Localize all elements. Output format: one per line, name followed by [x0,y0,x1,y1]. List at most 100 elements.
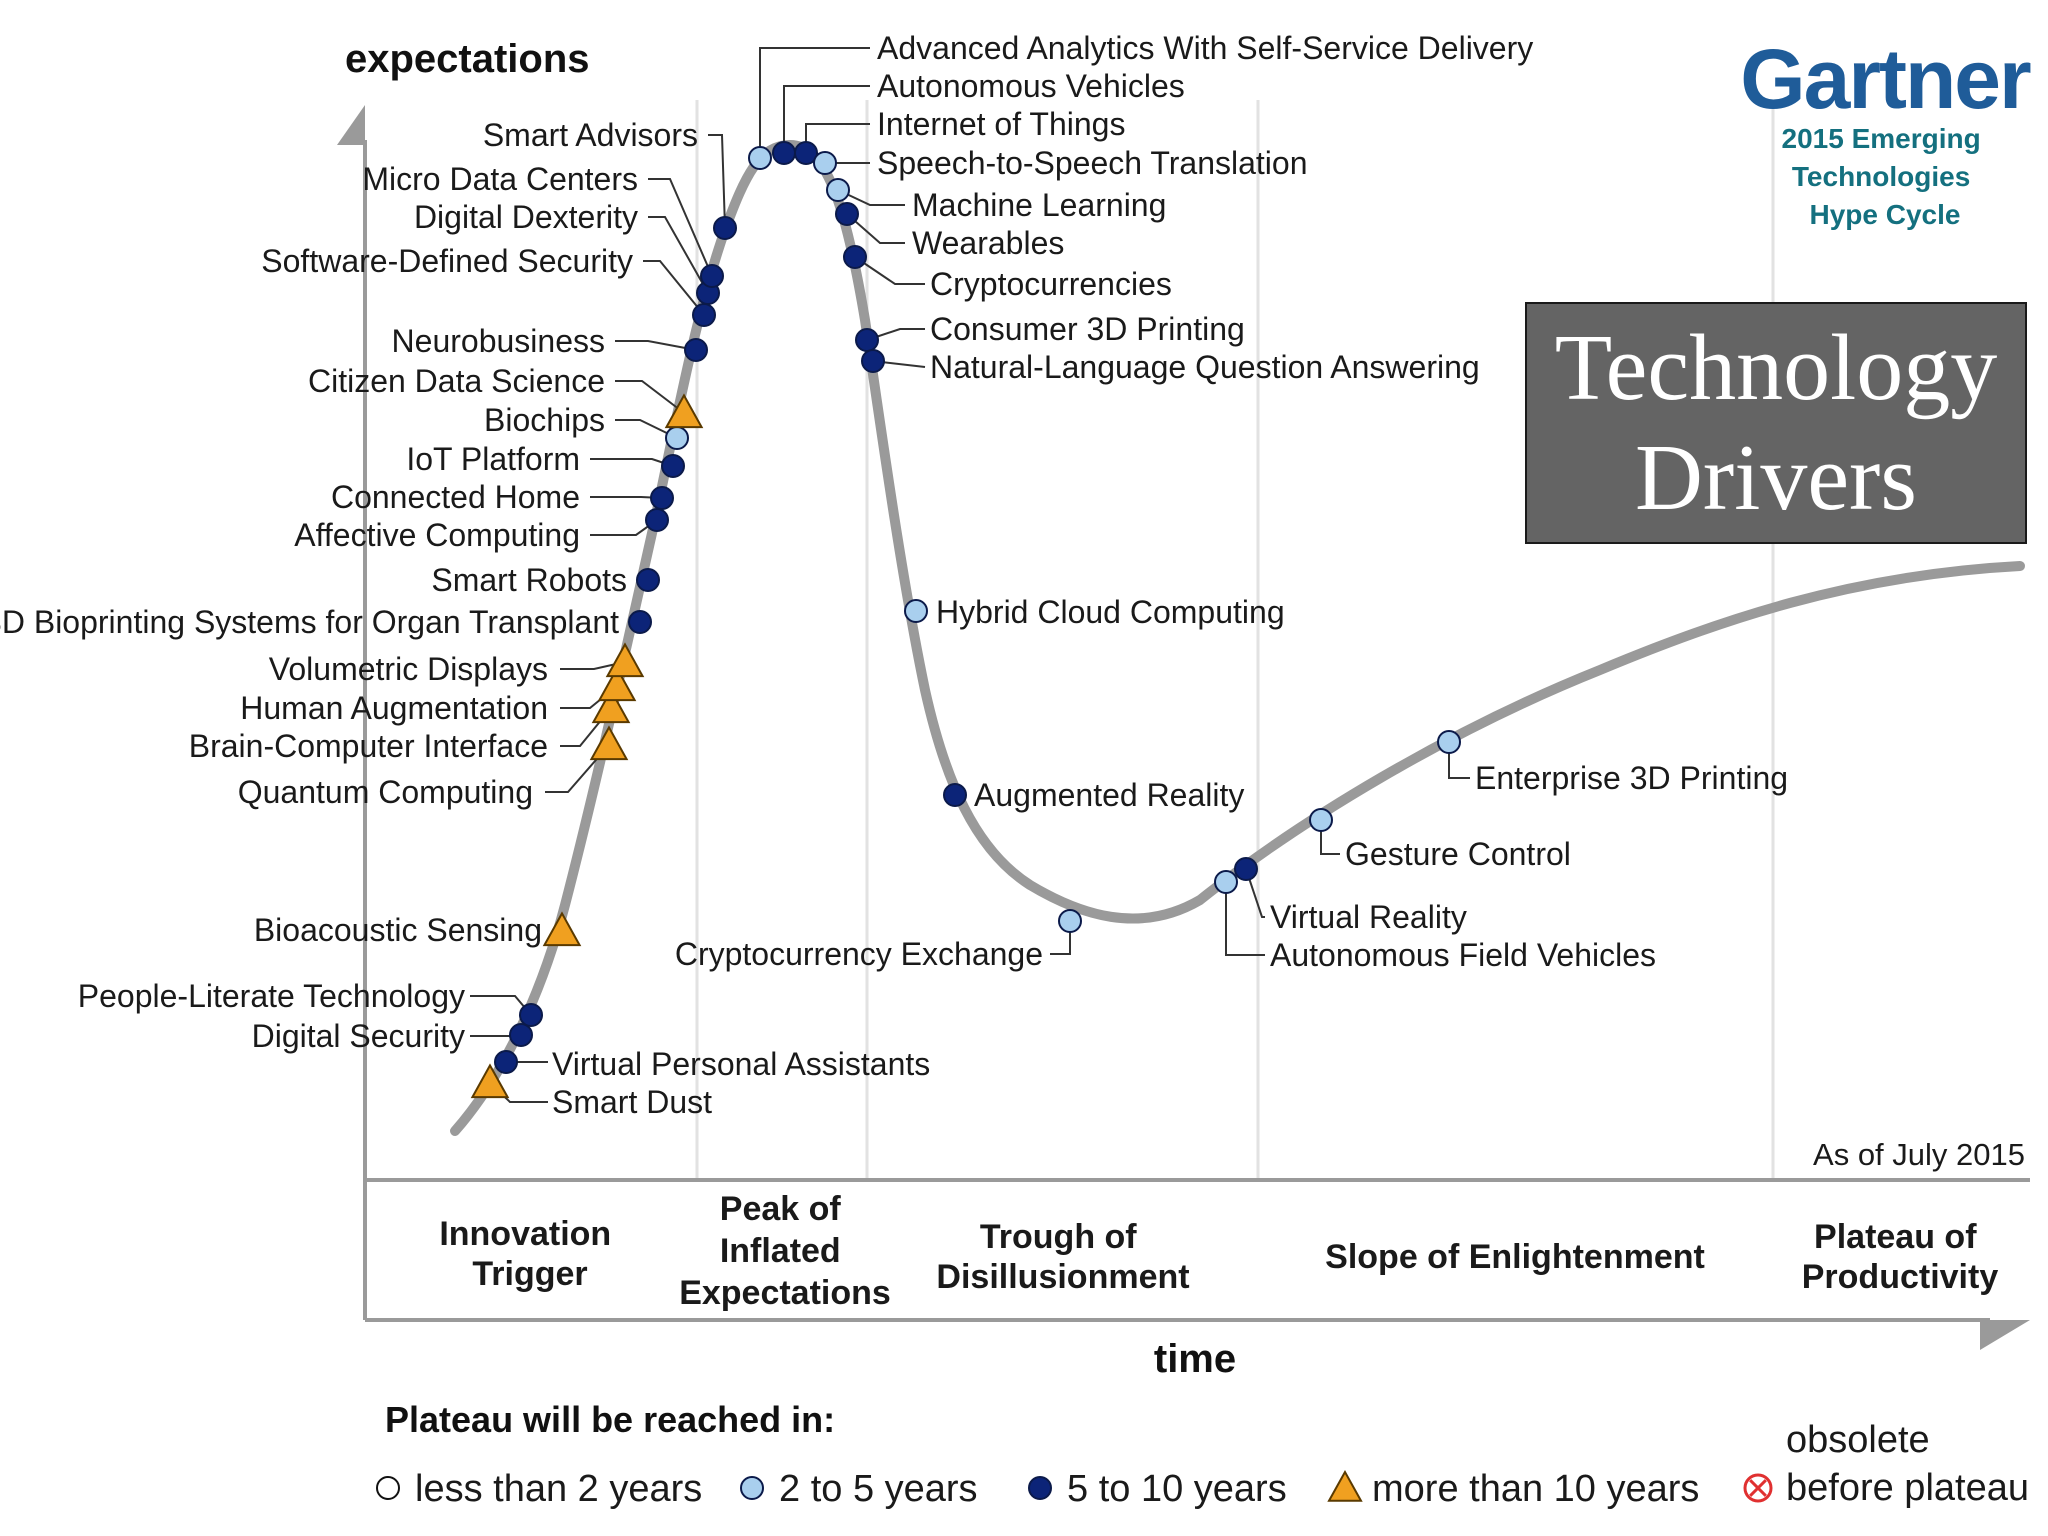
phase-trough-line1: Trough of [980,1218,1137,1256]
leader-cryptocurrencies [854,256,925,285]
hype-curve [450,139,2025,1136]
leader-wearables [846,213,905,244]
marker-3d-bioprinting-systems-for-organ-transplant [628,610,652,634]
marker-machine-learning [826,178,850,202]
leader-virtual-reality [1245,868,1265,918]
marker-biochips [665,426,689,450]
phase-separators [695,100,1775,1178]
label-micro-data-centers: Micro Data Centers [362,161,638,197]
label-neurobusiness: Neurobusiness [392,323,605,359]
phase-plateau: Plateau of Productivity [1802,1218,1999,1296]
label-smart-advisors: Smart Advisors [483,117,698,153]
marker-gesture-control [1309,808,1333,832]
legend-marker-more-than-10-years [1327,1469,1363,1502]
label-speech-to-speech-translation: Speech-to-Speech Translation [877,145,1307,181]
label-enterprise-3d-printing: Enterprise 3D Printing [1475,760,1788,796]
legend-marker-2-to-5-years [740,1476,764,1500]
phase-plateau-line2: Productivity [1802,1258,1999,1296]
label-wearables: Wearables [912,225,1064,261]
leader-digital-dexterity [648,216,709,294]
gartner-logo: Gartner 2015 Emerging Technologies Hype … [1740,32,2033,230]
leader-autonomous-field-vehicles [1225,882,1265,956]
marker-human-augmentation [597,666,637,702]
label-cryptocurrencies: Cryptocurrencies [930,266,1172,302]
chart-title-line2: Technologies [1792,161,1970,192]
legend-label-obsolete-before-plateau-line2: before plateau [1786,1467,2029,1509]
marker-neurobusiness [684,338,708,362]
x-axis-title: time [1154,1337,1236,1381]
marker-advanced-analytics-with-self-service-delivery [748,146,772,170]
marker-consumer-3d-printing [855,328,879,352]
chart-title: 2015 Emerging Technologies Hype Cycle [1782,123,1989,230]
label-smart-dust: Smart Dust [552,1084,712,1120]
marker-smart-dust [470,1063,510,1099]
marker-bioacoustic-sensing [542,911,582,947]
leader-software-defined-security [643,260,705,316]
marker-speech-to-speech-translation [813,151,837,175]
phase-trough: Trough of Disillusionment [936,1218,1189,1296]
marker-wearables [835,202,859,226]
label-cryptocurrency-exchange: Cryptocurrency Exchange [675,936,1043,972]
label-brain-computer-interface: Brain-Computer Interface [189,728,548,764]
marker-smart-advisors [713,216,737,240]
y-axis-arrow-icon [337,105,365,145]
marker-natural-language-question-answering [861,349,885,373]
phase-innovation-trigger: Innovation Trigger [439,1215,620,1293]
marker-affective-computing [645,508,669,532]
label-internet-of-things: Internet of Things [877,106,1125,142]
leader-biochips [615,419,678,439]
chart-title-line1: 2015 Emerging [1782,123,1981,154]
legend-label-less-than-2-years: less than 2 years [415,1468,702,1510]
marker-volumetric-displays [605,642,645,678]
marker-internet-of-things [794,141,818,165]
leader-autonomous-vehicles [783,85,870,153]
label-natural-language-question-answering: Natural-Language Question Answering [930,349,1480,385]
leader-neurobusiness [615,340,697,351]
technology-drivers-banner: Technology Drivers [1525,302,2027,544]
leader-iot-platform [590,458,674,467]
legend-label-more-than-10-years: more than 10 years [1372,1468,1699,1510]
y-axis-title: expectations [345,37,590,81]
leader-advanced-analytics-with-self-service-delivery [759,47,870,158]
label-biochips: Biochips [484,402,605,438]
leader-quantum-computing [545,744,610,793]
legend-marker-obsolete-before-plateau [1743,1473,1773,1503]
leader-micro-data-centers [648,178,713,277]
label-citizen-data-science: Citizen Data Science [308,363,605,399]
legend-marker-5-to-10-years [1028,1476,1052,1500]
marker-iot-platform [661,454,685,478]
marker-hybrid-cloud-computing [904,599,928,623]
phase-innovation-trigger-line1: Innovation [439,1215,611,1253]
label-quantum-computing: Quantum Computing [238,774,533,810]
label-advanced-analytics-with-self-service-delivery: Advanced Analytics With Self-Service Del… [877,30,1533,66]
banner-line1: Technology [1554,316,1998,420]
phase-peak-line1: Peak of [720,1190,842,1228]
phase-trough-line2: Disillusionment [936,1258,1189,1296]
phase-peak-line3: Expectations [679,1274,891,1312]
marker-enterprise-3d-printing [1437,730,1461,754]
marker-autonomous-field-vehicles [1214,870,1238,894]
label-people-literate-technology: People-Literate Technology [78,978,465,1014]
marker-people-literate-technology [519,1003,543,1027]
legend: Plateau will be reached in: less than 2 … [376,1399,2029,1510]
leader-citizen-data-science [615,380,685,414]
label-connected-home: Connected Home [331,479,580,515]
phase-plateau-line1: Plateau of [1814,1218,1977,1256]
marker-connected-home [650,486,674,510]
legend-label-obsolete-before-plateau-line1: obsolete [1786,1419,1930,1461]
phase-slope: Slope of Enlightenment [1325,1238,1705,1276]
legend-marker-less-than-2-years [376,1476,400,1500]
marker-virtual-reality [1234,857,1258,881]
label-autonomous-field-vehicles: Autonomous Field Vehicles [1270,937,1656,973]
label-machine-learning: Machine Learning [912,187,1166,223]
marker-micro-data-centers [700,264,724,288]
label-consumer-3d-printing: Consumer 3D Printing [930,311,1245,347]
marker-autonomous-vehicles [772,141,796,165]
label-digital-dexterity: Digital Dexterity [414,199,638,235]
marker-virtual-personal-assistants [494,1050,518,1074]
label-autonomous-vehicles: Autonomous Vehicles [877,68,1185,104]
marker-smart-robots [636,568,660,592]
label-smart-robots: Smart Robots [431,562,627,598]
